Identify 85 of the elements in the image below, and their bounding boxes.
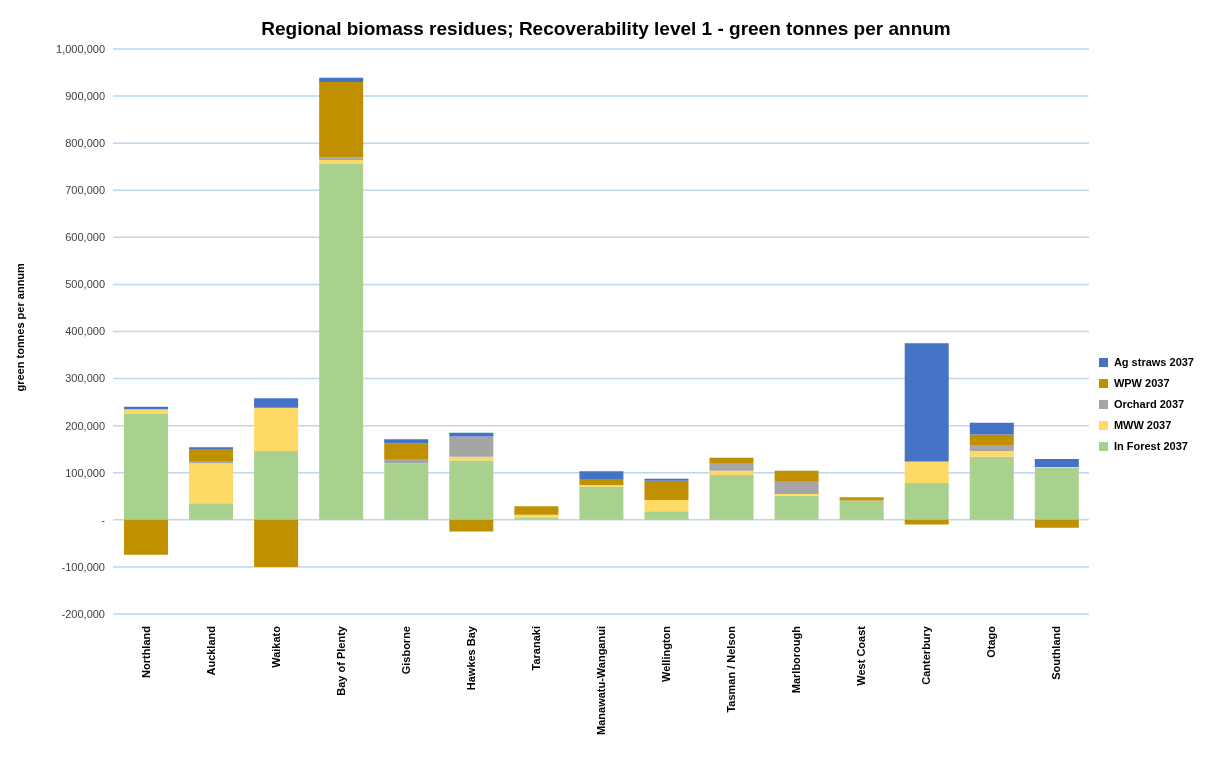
x-tick-label: Southland [1050, 626, 1063, 680]
x-tick-label: West Coast [855, 625, 868, 686]
x-tick-label: Manawatu-Wanganui [594, 626, 607, 735]
x-tick-label: Auckland [204, 626, 217, 676]
legend-label: In Forest 2037 [1113, 440, 1188, 452]
bar [254, 398, 299, 408]
bar [1034, 459, 1079, 468]
bar [124, 519, 168, 555]
bar [709, 463, 754, 471]
bar [709, 470, 754, 476]
bar [124, 413, 168, 520]
y-tick-label: 100,000 [65, 466, 105, 479]
bar [384, 463, 429, 520]
y-tick-label: -200,000 [61, 607, 105, 620]
y-axis-title: green tonnes per annum [13, 262, 26, 392]
y-tick-label: 700,000 [65, 184, 105, 197]
x-tick-label: Tasman / Nelson [725, 625, 738, 713]
bar [254, 407, 299, 452]
y-tick-label: 200,000 [65, 419, 105, 432]
chart-title: Regional biomass residues; Recoverability level 1 - green tonnes per annum [260, 17, 952, 41]
bar [644, 511, 689, 520]
bar [839, 500, 884, 520]
bar [644, 480, 689, 501]
bar [774, 470, 819, 482]
legend-label: Orchard 2037 [1113, 398, 1185, 410]
bar [709, 475, 754, 520]
bar [579, 486, 624, 520]
x-tick-label: Gisborne [399, 626, 412, 675]
x-tick-label: Canterbury [920, 625, 933, 685]
bar [319, 81, 364, 158]
bar [969, 434, 1014, 445]
bar [1034, 519, 1079, 528]
bar [709, 457, 754, 464]
bar [514, 506, 559, 515]
bar [839, 497, 884, 501]
bar [189, 449, 234, 461]
y-tick-label: 500,000 [65, 278, 105, 291]
x-tick-label: Marlborough [790, 625, 803, 694]
legend-label: WPW 2037 [1113, 377, 1170, 389]
bar [384, 439, 429, 444]
bar [384, 443, 429, 460]
bar [384, 459, 429, 464]
bar [969, 456, 1014, 520]
bar [969, 444, 1014, 452]
y-tick-label: 900,000 [65, 89, 105, 102]
bar [319, 163, 364, 520]
y-tick-label: 1,000,000 [56, 42, 105, 55]
y-tick-label: 800,000 [65, 137, 105, 150]
x-tick-label: Wellington [660, 625, 672, 683]
bar [579, 471, 624, 480]
x-tick-label: Waikato [269, 625, 282, 668]
bar [644, 500, 689, 512]
legend-label: Ag straws 2037 [1113, 356, 1194, 368]
bar [254, 519, 299, 567]
bar [449, 436, 494, 457]
legend-label: MWW 2037 [1113, 419, 1172, 431]
bar [449, 519, 494, 532]
bar [1034, 468, 1079, 520]
y-tick-label: 300,000 [65, 372, 105, 385]
bar [124, 409, 168, 414]
bar [319, 77, 364, 82]
bar [189, 463, 234, 504]
y-tick-label: - [101, 513, 106, 526]
bar [904, 343, 949, 462]
bar [774, 481, 819, 494]
bar [189, 503, 234, 520]
bar [189, 447, 234, 450]
x-tick-label: Northland [139, 626, 152, 678]
bar [449, 460, 494, 520]
bar [904, 519, 949, 525]
bar [904, 483, 949, 520]
x-tick-label: Hawkes Bay [464, 625, 477, 691]
y-tick-label: 600,000 [65, 231, 105, 244]
y-tick-label: -100,000 [61, 560, 105, 573]
bar [254, 451, 299, 520]
bar [904, 461, 949, 484]
bar [969, 451, 1014, 457]
x-tick-label: Otago [985, 625, 998, 658]
y-tick-label: 400,000 [65, 325, 105, 338]
bar [449, 456, 494, 461]
x-tick-label: Taranaki [529, 626, 542, 671]
bar [579, 479, 624, 485]
x-tick-label: Bay of Plenty [334, 625, 347, 696]
bar [774, 495, 819, 520]
bar [969, 422, 1014, 435]
